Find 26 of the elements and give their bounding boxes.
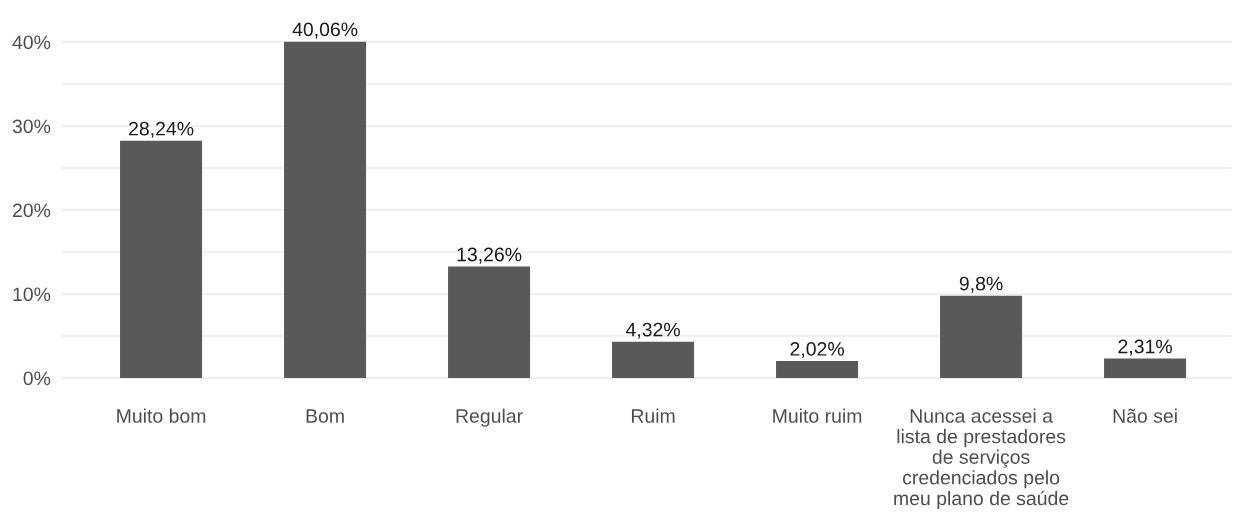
x-tick-label: Muito ruim — [773, 408, 862, 423]
data-label: 40,06% — [292, 22, 358, 39]
y-tick-label: 20% — [12, 203, 51, 218]
bar — [448, 266, 531, 378]
x-tick-label: Não sei — [1113, 408, 1177, 423]
data-label: 2,31% — [1118, 339, 1172, 356]
x-tick-label: Bom — [306, 409, 344, 423]
data-label: 4,32% — [625, 322, 680, 339]
data-label: 13,26% — [457, 247, 522, 264]
bar — [1104, 358, 1187, 378]
y-tick-label: 10% — [13, 287, 51, 302]
bar — [940, 295, 1023, 378]
x-tick-label: Regular — [456, 408, 523, 427]
data-label: 2,02% — [790, 342, 844, 359]
data-label: 9,8% — [959, 276, 1003, 293]
bar — [612, 341, 695, 378]
data-label: 28,24% — [129, 121, 194, 138]
x-tick-label: Nunca acessei a lista de prestadores de serviços credenciados pelo meu plano de saúde — [894, 408, 1069, 510]
bar — [284, 41, 367, 378]
y-tick-label: 40% — [12, 35, 51, 50]
bar — [776, 361, 859, 378]
x-tick-label: Muito bom — [117, 408, 206, 423]
y-tick-label: 30% — [12, 119, 51, 134]
bar — [120, 140, 203, 378]
y-tick-label: 0% — [23, 371, 51, 386]
x-tick-label: Ruim — [631, 408, 675, 423]
